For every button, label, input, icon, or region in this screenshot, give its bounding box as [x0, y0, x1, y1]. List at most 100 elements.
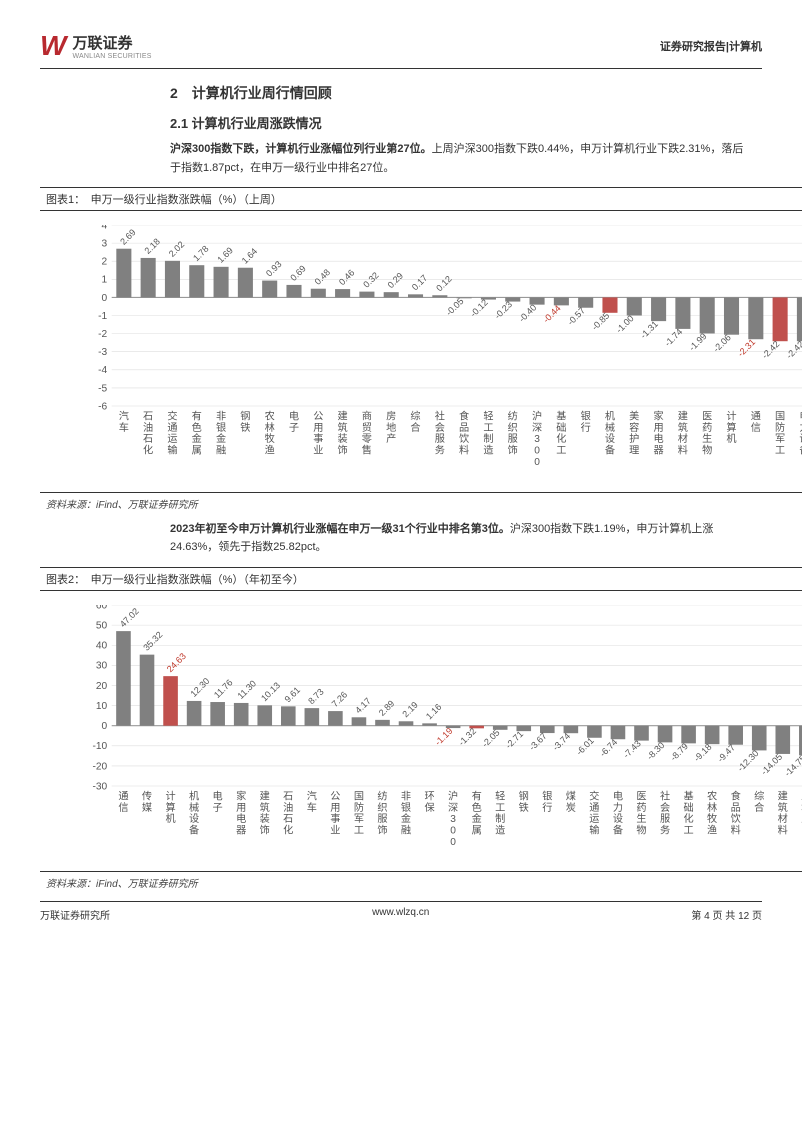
svg-text:融: 融 [216, 445, 226, 457]
svg-text:-1.19: -1.19 [433, 726, 455, 748]
svg-text:0.48: 0.48 [313, 268, 333, 288]
svg-text:综: 综 [754, 790, 764, 803]
svg-text:业: 业 [313, 445, 323, 457]
svg-text:-5: -5 [98, 384, 107, 395]
svg-text:金: 金 [192, 433, 202, 446]
svg-text:电: 电 [653, 433, 663, 446]
svg-text:国: 国 [354, 791, 364, 803]
logo-en: WANLIAN SECURITIES [72, 53, 151, 60]
para-2: 2023年初至今申万计算机行业涨幅在申万一级31个行业中排名第3位。沪深300指… [170, 520, 752, 557]
svg-text:务: 务 [660, 824, 670, 837]
svg-text:织: 织 [377, 802, 387, 814]
svg-text:料: 料 [778, 824, 788, 837]
svg-text:0.17: 0.17 [410, 273, 430, 293]
svg-text:用: 用 [313, 423, 323, 434]
svg-text:-7.43: -7.43 [621, 738, 643, 760]
svg-text:物: 物 [636, 824, 646, 837]
svg-text:24.63: 24.63 [165, 651, 188, 674]
svg-text:环: 环 [424, 792, 434, 803]
svg-text:售: 售 [362, 444, 372, 457]
svg-text:信: 信 [751, 422, 761, 434]
para-1: 沪深300指数下跌，计算机行业涨幅位列行业第27位。上周沪深300指数下跌0.4… [170, 140, 752, 177]
svg-text:设: 设 [605, 434, 615, 446]
svg-text:1.69: 1.69 [215, 246, 235, 266]
svg-text:-1.32: -1.32 [456, 726, 478, 748]
svg-text:牧: 牧 [707, 812, 717, 825]
svg-text:10: 10 [96, 701, 108, 712]
svg-text:医: 医 [636, 791, 646, 803]
logo-mark: W [40, 30, 66, 62]
svg-text:0: 0 [450, 826, 456, 837]
svg-text:-0.40: -0.40 [517, 303, 539, 325]
svg-text:筑: 筑 [338, 421, 348, 434]
footer-left: 万联证券研究所 [40, 907, 110, 922]
svg-text:筑: 筑 [778, 801, 788, 814]
svg-text:饰: 饰 [260, 824, 270, 837]
svg-text:服: 服 [660, 813, 670, 825]
svg-text:材: 材 [778, 812, 788, 825]
svg-text:-6: -6 [98, 402, 107, 413]
svg-text:-3: -3 [98, 347, 107, 358]
svg-text:银: 银 [581, 410, 591, 423]
svg-text:事: 事 [313, 433, 323, 446]
svg-text:零: 零 [362, 434, 372, 446]
svg-text:-9.18: -9.18 [692, 742, 714, 764]
svg-text:12.30: 12.30 [188, 676, 211, 699]
svg-text:械: 械 [605, 421, 615, 434]
svg-text:1.16: 1.16 [424, 702, 444, 722]
svg-text:社: 社 [660, 790, 670, 803]
svg-text:饮: 饮 [731, 812, 741, 825]
svg-text:渔: 渔 [265, 445, 275, 457]
svg-text:11.76: 11.76 [212, 677, 235, 700]
svg-text:机: 机 [726, 433, 736, 446]
svg-text:食: 食 [731, 790, 741, 803]
svg-text:造: 造 [495, 824, 505, 837]
svg-text:化: 化 [283, 824, 293, 837]
svg-text:属: 属 [472, 825, 482, 837]
svg-text:装: 装 [260, 812, 270, 825]
svg-text:基: 基 [684, 790, 694, 803]
chart2-source: 资料来源：iFind、万联证券研究所 [40, 871, 802, 893]
svg-text:石: 石 [283, 792, 293, 803]
svg-text:2.02: 2.02 [167, 240, 187, 260]
svg-text:-30: -30 [92, 781, 107, 792]
svg-text:设: 设 [613, 813, 623, 825]
svg-text:融: 融 [401, 825, 411, 837]
svg-text:0.46: 0.46 [337, 268, 357, 288]
svg-text:-0.23: -0.23 [493, 300, 515, 322]
section-h2: 2 计算机行业周行情回顾 [170, 83, 752, 103]
svg-text:8.73: 8.73 [306, 687, 326, 707]
svg-text:纺: 纺 [377, 790, 387, 803]
svg-text:油: 油 [143, 421, 153, 434]
svg-text:医: 医 [702, 411, 712, 423]
svg-text:2.19: 2.19 [400, 700, 420, 720]
svg-text:3: 3 [534, 435, 540, 446]
svg-text:化: 化 [556, 433, 566, 446]
svg-text:0.69: 0.69 [288, 264, 308, 284]
svg-text:0: 0 [534, 457, 540, 468]
svg-text:地: 地 [386, 421, 396, 434]
svg-text:电: 电 [213, 790, 223, 803]
svg-text:1.78: 1.78 [191, 244, 211, 264]
svg-text:牧: 牧 [265, 433, 275, 446]
svg-text:综: 综 [410, 410, 420, 423]
svg-text:务: 务 [435, 444, 445, 457]
logo: W 万联证券 WANLIAN SECURITIES [40, 30, 152, 62]
svg-text:生: 生 [636, 812, 646, 825]
svg-text:通: 通 [167, 422, 177, 434]
svg-text:深: 深 [532, 422, 542, 434]
svg-text:电: 电 [613, 790, 623, 803]
svg-text:备: 备 [189, 824, 199, 837]
svg-text:-20: -20 [92, 761, 107, 772]
svg-text:饰: 饰 [377, 824, 387, 837]
svg-text:煤: 煤 [566, 790, 576, 803]
svg-text:产: 产 [386, 433, 396, 446]
svg-text:饰: 饰 [338, 444, 348, 457]
svg-text:子: 子 [289, 422, 299, 434]
svg-text:-1: -1 [98, 311, 107, 322]
svg-text:物: 物 [702, 444, 712, 457]
chart1-block: 图表1： 申万一级行业指数涨跌幅（%）（上周） -6-5-4-3-2-10123… [40, 187, 802, 513]
svg-text:金: 金 [401, 812, 411, 825]
svg-text:沪: 沪 [532, 410, 542, 423]
svg-text:钢: 钢 [519, 790, 529, 803]
